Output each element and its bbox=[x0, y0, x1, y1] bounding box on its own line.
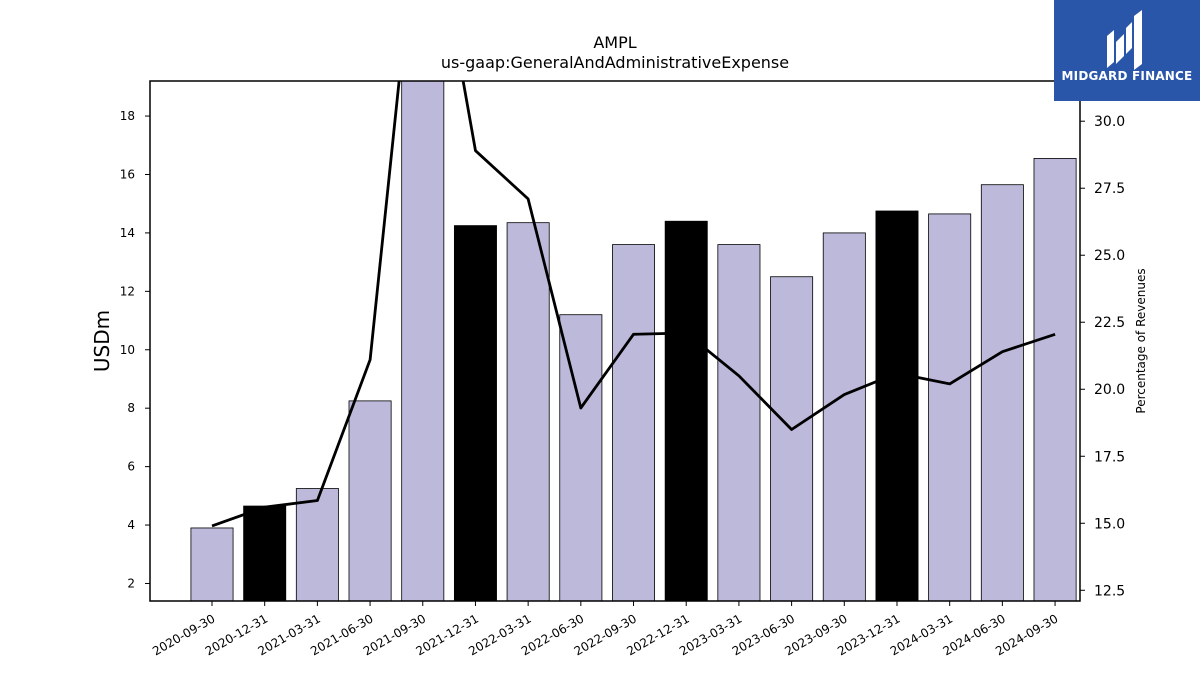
y-tick-label: 8 bbox=[127, 401, 135, 415]
y-tick-label: 10 bbox=[120, 343, 135, 357]
y-tick-label: 12 bbox=[120, 284, 135, 298]
bar-2021-12-31 bbox=[453, 225, 497, 601]
chart-title: AMPL bbox=[593, 33, 636, 52]
midgard-logo-icon bbox=[1107, 10, 1142, 70]
y-tick-label: 16 bbox=[120, 167, 135, 181]
bar-2024-09-30 bbox=[1033, 158, 1077, 601]
y2-tick-label: 30.0 bbox=[1094, 114, 1125, 130]
bar-2023-03-31 bbox=[717, 244, 761, 601]
plot-frame bbox=[149, 80, 1081, 602]
y-axis-right: 12.5 15.0 17.5 20.0 22.5 25.0 27.5 30.0 bbox=[1080, 114, 1125, 599]
y-tick-label: 18 bbox=[120, 109, 135, 123]
bar-2023-06-30 bbox=[770, 276, 814, 601]
y-tick-label: 2 bbox=[127, 576, 135, 590]
bar-2021-09-30 bbox=[401, 81, 445, 601]
y2-tick-label: 15.0 bbox=[1094, 516, 1125, 532]
y2-tick-label: 27.5 bbox=[1094, 181, 1125, 197]
y-axis-label: USDm bbox=[90, 310, 114, 372]
bar-series bbox=[190, 81, 1077, 601]
bar-2020-09-30 bbox=[190, 527, 234, 601]
y-tick-label: 4 bbox=[127, 518, 135, 532]
y2-tick-label: 12.5 bbox=[1094, 583, 1125, 599]
bar-2023-09-30 bbox=[822, 232, 866, 601]
y-tick-label: 6 bbox=[127, 460, 135, 474]
y2-axis-label: Percentage of Revenues bbox=[1134, 268, 1148, 413]
bar-2021-03-31 bbox=[295, 488, 339, 601]
y2-tick-label: 20.0 bbox=[1094, 382, 1125, 398]
bar-2024-06-30 bbox=[980, 184, 1024, 601]
chart-subtitle: us-gaap:GeneralAndAdministrativeExpense bbox=[441, 53, 789, 72]
line-series bbox=[211, 81, 1056, 528]
bar-2022-03-31 bbox=[506, 222, 550, 601]
y2-tick-label: 22.5 bbox=[1094, 315, 1125, 331]
bar-2022-09-30 bbox=[612, 244, 656, 601]
logo-text: MIDGARD FINANCE bbox=[1061, 69, 1193, 83]
y-tick-label: 14 bbox=[120, 226, 135, 240]
y2-tick-label: 17.5 bbox=[1094, 449, 1125, 465]
bar-2024-03-31 bbox=[928, 213, 972, 601]
bar-2021-06-30 bbox=[348, 400, 392, 601]
y-axis-left: 2 4 6 8 10 12 14 16 18 bbox=[120, 109, 150, 590]
midgard-finance-logo: MIDGARD FINANCE bbox=[1054, 0, 1200, 101]
x-axis: 2020-09-302020-12-312021-03-312021-06-30… bbox=[150, 601, 1061, 658]
bar-2020-12-31 bbox=[243, 505, 287, 601]
y2-tick-label: 25.0 bbox=[1094, 248, 1125, 264]
bar-2022-12-31 bbox=[664, 220, 708, 601]
line-percentage-of-revenues bbox=[211, 81, 1056, 528]
bar-2022-06-30 bbox=[559, 314, 603, 601]
bar-2023-12-31 bbox=[875, 210, 919, 601]
